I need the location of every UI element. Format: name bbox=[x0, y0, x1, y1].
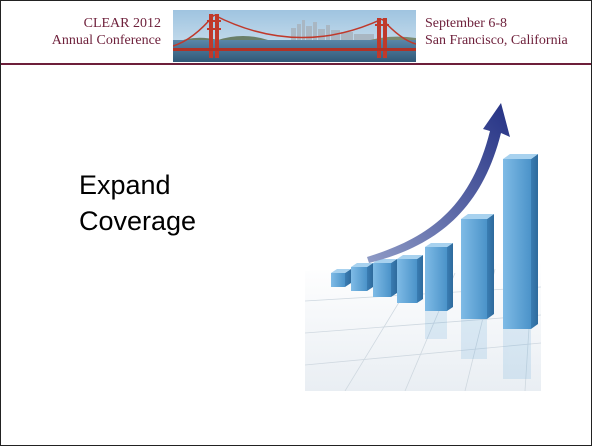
slide-header: CLEAR 2012 Annual Conference bbox=[1, 1, 591, 65]
conference-title: CLEAR 2012 bbox=[83, 16, 161, 31]
conference-name: CLEAR 2012 Annual Conference bbox=[1, 15, 161, 49]
header-divider bbox=[1, 63, 591, 65]
conference-location: San Francisco, California bbox=[425, 33, 568, 48]
conference-details: September 6-8 San Francisco, California bbox=[425, 15, 591, 49]
slide-title-line1: Expand bbox=[79, 170, 171, 200]
golden-gate-bridge-photo bbox=[173, 10, 416, 62]
growth-bar-chart-with-arrow bbox=[304, 101, 542, 392]
conference-subtitle: Annual Conference bbox=[51, 33, 161, 48]
slide-title: Expand Coverage bbox=[79, 167, 196, 239]
conference-dates: September 6-8 bbox=[425, 16, 508, 31]
slide-title-line2: Coverage bbox=[79, 206, 197, 236]
